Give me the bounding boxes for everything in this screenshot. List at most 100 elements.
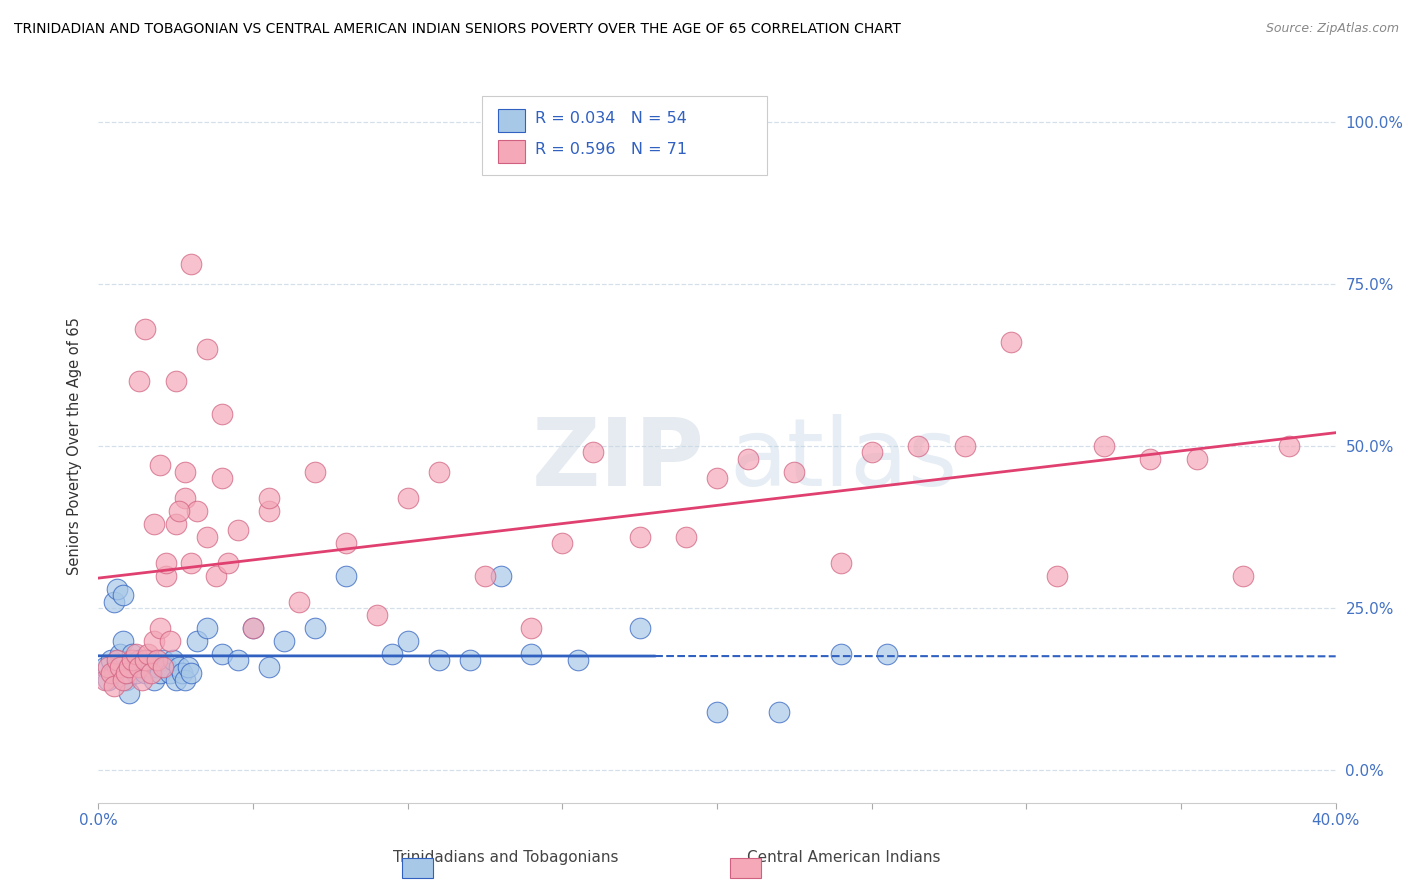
Point <box>1092 439 1115 453</box>
Point <box>783 465 806 479</box>
Point <box>121 647 143 661</box>
Point <box>226 653 249 667</box>
Point <box>149 458 172 473</box>
Point <box>124 647 146 661</box>
Point <box>180 556 202 570</box>
Point <box>97 659 120 673</box>
Point <box>105 653 128 667</box>
Point <box>118 659 141 673</box>
Point <box>108 659 131 673</box>
Point <box>139 659 162 673</box>
Point <box>195 621 218 635</box>
Point <box>165 374 187 388</box>
Point <box>242 621 264 635</box>
Point <box>103 679 125 693</box>
Point <box>706 471 728 485</box>
Point <box>139 666 162 681</box>
Point <box>474 568 496 582</box>
Point <box>830 647 852 661</box>
Point <box>1232 568 1254 582</box>
Point <box>149 621 172 635</box>
Point <box>427 465 450 479</box>
Text: TRINIDADIAN AND TOBAGONIAN VS CENTRAL AMERICAN INDIAN SENIORS POVERTY OVER THE A: TRINIDADIAN AND TOBAGONIAN VS CENTRAL AM… <box>14 22 901 37</box>
Point <box>100 653 122 667</box>
Point <box>155 568 177 582</box>
Point <box>582 445 605 459</box>
Point <box>396 633 419 648</box>
Point <box>860 445 883 459</box>
FancyBboxPatch shape <box>498 109 526 132</box>
Point <box>100 666 122 681</box>
Point <box>211 647 233 661</box>
Point <box>211 407 233 421</box>
Point <box>177 659 200 673</box>
Point <box>115 666 138 681</box>
Text: ZIP: ZIP <box>531 414 704 507</box>
Point <box>105 582 128 596</box>
Point <box>103 666 125 681</box>
Point <box>152 653 174 667</box>
Point <box>304 465 326 479</box>
Point <box>396 491 419 505</box>
Point <box>118 685 141 699</box>
Point <box>174 491 197 505</box>
Point <box>628 621 651 635</box>
Point <box>170 666 193 681</box>
Point <box>186 504 208 518</box>
Point <box>706 705 728 719</box>
Point <box>1139 452 1161 467</box>
Point <box>257 659 280 673</box>
Point <box>159 633 181 648</box>
Point <box>628 530 651 544</box>
Point <box>128 659 150 673</box>
Point <box>121 653 143 667</box>
Point <box>180 257 202 271</box>
Point <box>149 666 172 681</box>
Text: Central American Indians: Central American Indians <box>747 850 941 865</box>
Point <box>112 673 135 687</box>
Text: R = 0.596   N = 71: R = 0.596 N = 71 <box>536 143 688 157</box>
Point <box>876 647 898 661</box>
Point <box>143 633 166 648</box>
Point <box>1185 452 1208 467</box>
Point <box>167 504 190 518</box>
Point <box>155 556 177 570</box>
Point <box>131 673 153 687</box>
Text: atlas: atlas <box>730 414 957 507</box>
Point <box>134 653 156 667</box>
Point <box>489 568 512 582</box>
Point <box>180 666 202 681</box>
Point <box>136 647 159 661</box>
Point <box>953 439 976 453</box>
Point <box>567 653 589 667</box>
Point <box>257 491 280 505</box>
Point <box>768 705 790 719</box>
Text: Source: ZipAtlas.com: Source: ZipAtlas.com <box>1265 22 1399 36</box>
Point <box>143 673 166 687</box>
Point <box>520 647 543 661</box>
Point <box>128 653 150 667</box>
Text: R = 0.034   N = 54: R = 0.034 N = 54 <box>536 111 688 126</box>
Y-axis label: Seniors Poverty Over the Age of 65: Seniors Poverty Over the Age of 65 <box>67 317 83 575</box>
Point <box>907 439 929 453</box>
Point <box>146 659 169 673</box>
Point <box>112 588 135 602</box>
Point <box>174 465 197 479</box>
Point <box>458 653 481 667</box>
Point <box>159 666 181 681</box>
Point <box>830 556 852 570</box>
Point <box>551 536 574 550</box>
Point <box>304 621 326 635</box>
Point <box>1000 335 1022 350</box>
Point <box>93 659 115 673</box>
Point <box>167 659 190 673</box>
Point <box>520 621 543 635</box>
Point <box>737 452 759 467</box>
Point <box>108 647 131 661</box>
Point <box>675 530 697 544</box>
Point <box>136 653 159 667</box>
Point <box>128 374 150 388</box>
Point <box>115 673 138 687</box>
Point <box>103 595 125 609</box>
Point <box>186 633 208 648</box>
